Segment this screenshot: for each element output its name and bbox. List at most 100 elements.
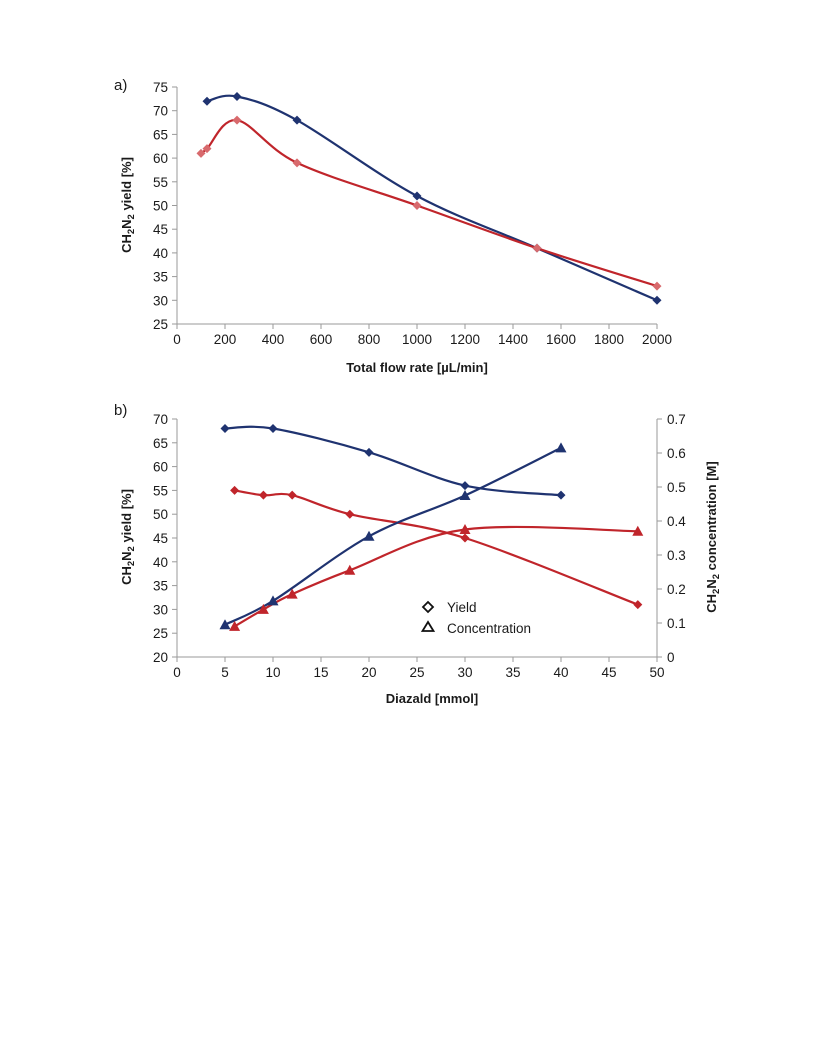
data-point-diamond bbox=[652, 295, 662, 305]
data-point-diamond bbox=[202, 144, 212, 154]
y-tick-label: 75 bbox=[153, 80, 168, 95]
x-tick-label: 1200 bbox=[450, 332, 480, 347]
panel-a-axes: 25 30 35 40 45 50 55 60 65 70 75 0 200 400 600 800 1000 1… bbox=[153, 80, 672, 347]
data-point-triangle bbox=[257, 603, 269, 614]
panel-b-y-axis-title: CH2N2 yield [%] bbox=[119, 489, 137, 585]
panel-b-y2-axis-title: CH2N2 concentration [M] bbox=[704, 461, 722, 612]
y2-tick-label: 0.7 bbox=[667, 412, 686, 427]
legend-item-yield: Yield bbox=[421, 600, 477, 615]
data-point-diamond bbox=[652, 281, 662, 291]
data-point-diamond bbox=[292, 158, 302, 168]
x-tick-label: 35 bbox=[505, 665, 520, 680]
panel-a-x-axis-title: Total flow rate [µL/min] bbox=[346, 360, 488, 375]
y2-tick-label: 0.5 bbox=[667, 480, 686, 495]
x-tick-label: 45 bbox=[601, 665, 616, 680]
y-tick-label: 50 bbox=[153, 199, 168, 214]
y-tick-label: 45 bbox=[153, 531, 168, 546]
data-point-triangle bbox=[459, 524, 471, 534]
legend: Yield Concentration bbox=[420, 600, 531, 636]
data-point-triangle bbox=[344, 564, 356, 575]
x-tick-label: 400 bbox=[262, 332, 285, 347]
y-tick-label: 25 bbox=[153, 317, 168, 332]
y-tick-label: 20 bbox=[153, 650, 168, 665]
y-tick-label: 30 bbox=[153, 602, 168, 617]
panel-a-curves bbox=[200, 94, 658, 302]
y2-tick-label: 0.2 bbox=[667, 582, 686, 597]
x-tick-label: 200 bbox=[214, 332, 237, 347]
x-tick-label: 800 bbox=[358, 332, 381, 347]
y-tick-label: 35 bbox=[153, 270, 168, 285]
legend-item-concentration: Concentration bbox=[420, 620, 531, 636]
data-point-triangle bbox=[459, 490, 471, 500]
y-tick-label: 55 bbox=[153, 175, 168, 190]
y2-tick-label: 0 bbox=[667, 650, 675, 665]
data-point-diamond bbox=[232, 91, 242, 101]
data-point-diamond bbox=[196, 148, 206, 158]
x-tick-label: 25 bbox=[409, 665, 424, 680]
panel-b-markers bbox=[219, 424, 644, 631]
x-tick-label: 1400 bbox=[498, 332, 528, 347]
data-point-diamond bbox=[258, 490, 268, 500]
series-line-2 bbox=[200, 119, 658, 288]
panel-b-chart: b) 20 25 30 35 40 45 50 55 60 65 70 0 5 10 15 20 25 30 35 4… bbox=[114, 402, 722, 706]
data-point-diamond bbox=[460, 481, 470, 491]
y-tick-label: 60 bbox=[153, 460, 168, 475]
legend-diamond-icon bbox=[421, 600, 435, 614]
x-tick-label: 10 bbox=[265, 665, 280, 680]
data-point-triangle bbox=[229, 620, 241, 631]
series-line-1 bbox=[224, 425, 562, 497]
y2-tick-label: 0.4 bbox=[667, 514, 686, 529]
data-point-diamond bbox=[230, 485, 240, 495]
data-point-diamond bbox=[287, 490, 297, 500]
x-tick-label: 30 bbox=[457, 665, 472, 680]
panel-a-y-axis-title: CH2N2 yield [%] bbox=[119, 157, 137, 253]
data-point-triangle bbox=[555, 442, 567, 453]
legend-label-yield: Yield bbox=[447, 600, 477, 615]
x-tick-label: 5 bbox=[221, 665, 229, 680]
legend-triangle-icon bbox=[420, 620, 436, 632]
y-tick-label: 50 bbox=[153, 507, 168, 522]
y-tick-label: 40 bbox=[153, 246, 168, 261]
x-tick-label: 600 bbox=[310, 332, 333, 347]
y-tick-label: 65 bbox=[153, 127, 168, 142]
x-tick-label: 50 bbox=[649, 665, 664, 680]
x-tick-label: 2000 bbox=[642, 332, 672, 347]
series-line-1 bbox=[206, 94, 658, 302]
x-tick-label: 1800 bbox=[594, 332, 624, 347]
data-point-diamond bbox=[412, 201, 422, 210]
x-tick-label: 40 bbox=[553, 665, 568, 680]
panel-a-label: a) bbox=[114, 77, 127, 94]
data-point-diamond bbox=[633, 600, 643, 610]
data-point-triangle bbox=[267, 595, 279, 606]
y-tick-label: 55 bbox=[153, 483, 168, 498]
data-point-diamond bbox=[202, 96, 212, 106]
data-point-diamond bbox=[556, 490, 566, 500]
y2-tick-label: 0.1 bbox=[667, 616, 686, 631]
panel-a-chart: a) 25 30 35 40 45 50 55 60 65 70 75 0 200 400 600 800 10… bbox=[114, 77, 672, 375]
panel-b-label: b) bbox=[114, 402, 127, 419]
x-tick-label: 15 bbox=[313, 665, 328, 680]
data-point-diamond bbox=[220, 424, 230, 434]
y-tick-label: 70 bbox=[153, 104, 168, 119]
y-tick-label: 30 bbox=[153, 293, 168, 308]
panel-b-curves bbox=[224, 425, 639, 628]
panel-b-axes: 20 25 30 35 40 45 50 55 60 65 70 0 5 10 15 20 25 30 35 40 45… bbox=[153, 412, 686, 680]
x-tick-label: 0 bbox=[173, 665, 181, 680]
y-tick-label: 35 bbox=[153, 579, 168, 594]
data-point-triangle bbox=[363, 530, 375, 541]
data-point-triangle bbox=[632, 525, 644, 536]
y-tick-label: 70 bbox=[153, 412, 168, 427]
y2-tick-label: 0.3 bbox=[667, 548, 686, 563]
x-tick-label: 1600 bbox=[546, 332, 576, 347]
y-tick-label: 25 bbox=[153, 626, 168, 641]
data-point-diamond bbox=[345, 509, 355, 519]
data-point-triangle bbox=[286, 588, 298, 599]
series-line-3 bbox=[224, 446, 562, 626]
legend-label-concentration: Concentration bbox=[447, 621, 531, 636]
data-point-diamond bbox=[268, 424, 278, 434]
series-line-4 bbox=[234, 525, 638, 628]
x-tick-label: 20 bbox=[361, 665, 376, 680]
x-tick-label: 0 bbox=[173, 332, 181, 347]
y-tick-label: 45 bbox=[153, 222, 168, 237]
